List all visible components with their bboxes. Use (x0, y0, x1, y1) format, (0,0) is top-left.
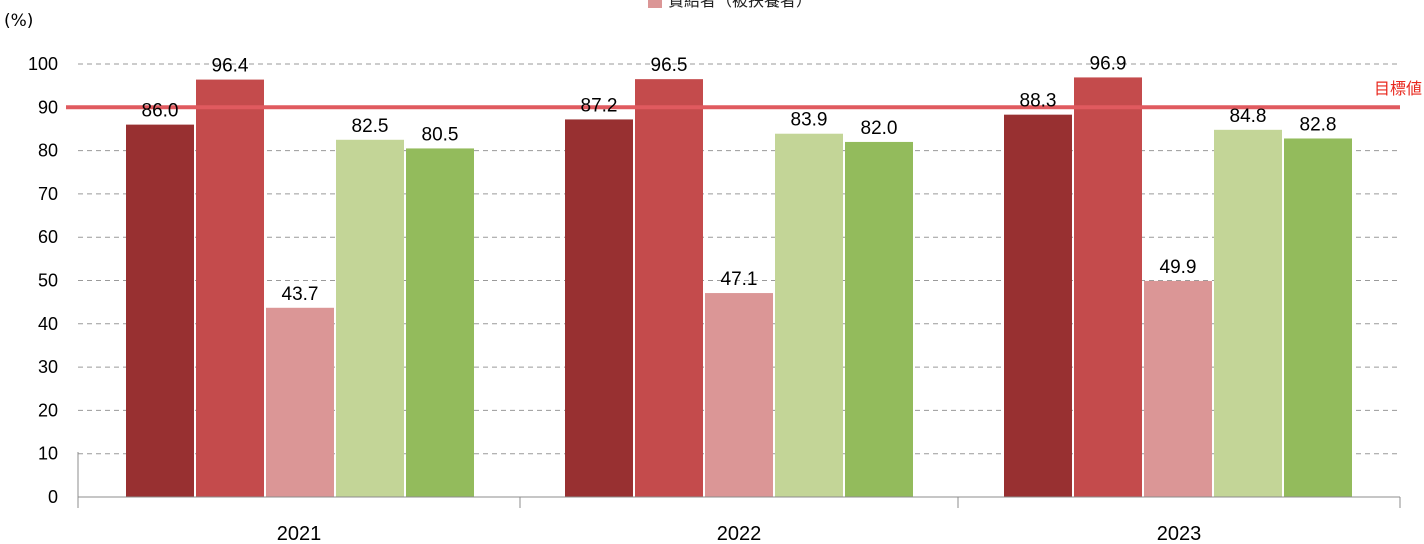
bar (126, 124, 194, 498)
data-label: 47.1 (721, 269, 758, 290)
y-tick-label: 30 (38, 357, 58, 377)
y-tick-label: 50 (38, 271, 58, 291)
data-label: 96.5 (651, 55, 688, 76)
bar (196, 79, 264, 497)
data-label: 84.8 (1230, 106, 1267, 127)
bar (1284, 138, 1352, 497)
x-axis: 2021 2022 2023 (77, 452, 1401, 544)
data-label: 82.0 (861, 118, 898, 139)
chart-legend: 賞給者（被扶養者） (648, 0, 812, 10)
data-label: 82.8 (1300, 114, 1337, 135)
data-label: 80.5 (422, 124, 459, 145)
data-label: 86.0 (142, 101, 179, 122)
data-label: 96.4 (212, 56, 249, 77)
y-tick-label: 60 (38, 227, 58, 247)
data-label: 83.9 (791, 110, 828, 131)
y-tick-label: 80 (38, 141, 58, 161)
bar (336, 139, 404, 497)
y-axis-ticks: 0 10 20 30 40 50 60 70 80 90 100 (28, 54, 58, 507)
value-labels: 86.0 96.4 43.7 82.5 80.5 87.2 96.5 47.1 83.9 82.0… (142, 53, 1337, 304)
data-label: 49.9 (1160, 257, 1197, 278)
y-tick-label: 20 (38, 400, 58, 420)
target-label: 目標値 (1374, 79, 1422, 98)
x-tick-label: 2023 (1157, 523, 1202, 544)
bar (1074, 77, 1142, 497)
legend-swatch (648, 0, 662, 8)
legend-label: 賞給者（被扶養者） (668, 0, 812, 10)
bar (845, 141, 913, 497)
bar (1214, 129, 1282, 498)
bar (266, 307, 334, 497)
bars (126, 77, 1352, 498)
bar (1144, 280, 1212, 497)
data-label: 82.5 (352, 116, 389, 137)
bar (705, 293, 773, 497)
y-tick-label: 90 (38, 97, 58, 117)
y-tick-label: 70 (38, 184, 58, 204)
y-tick-label: 10 (38, 444, 58, 464)
y-tick-label: 0 (48, 487, 58, 507)
target-line-group: 目標値 (66, 79, 1422, 110)
bar (1004, 114, 1072, 497)
bar (775, 133, 843, 497)
data-label: 43.7 (282, 284, 319, 305)
x-tick-label: 2022 (717, 523, 762, 544)
y-tick-label: 100 (28, 54, 58, 74)
data-label: 96.9 (1090, 53, 1127, 74)
bar (635, 79, 703, 497)
y-tick-label: 40 (38, 314, 58, 334)
x-tick-label: 2021 (277, 523, 322, 544)
data-label: 87.2 (581, 95, 618, 116)
bar (406, 148, 474, 497)
data-label: 88.3 (1020, 91, 1057, 112)
bar (565, 119, 633, 497)
y-axis-unit: (%) (4, 11, 33, 31)
